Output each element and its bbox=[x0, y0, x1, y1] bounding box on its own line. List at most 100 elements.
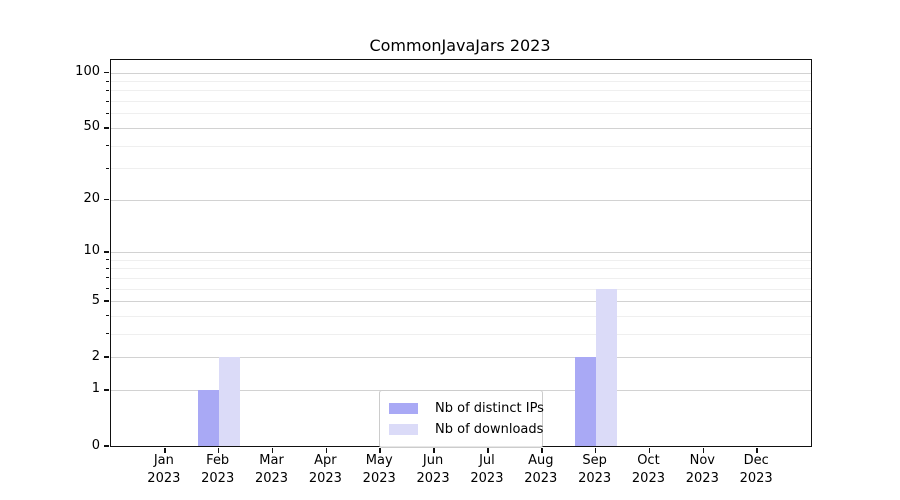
gridline-major bbox=[111, 199, 811, 201]
gridline-minor bbox=[111, 268, 811, 270]
legend: Nb of distinct IPs Nb of downloads bbox=[379, 390, 544, 448]
x-tick-mark bbox=[756, 447, 758, 453]
y-tick-minor bbox=[106, 259, 110, 261]
y-axis-tick-label: 0 bbox=[91, 437, 100, 453]
y-tick-minor bbox=[106, 80, 110, 82]
x-axis-tick-label: Jan 2023 bbox=[147, 452, 180, 488]
gridline-minor bbox=[111, 113, 811, 115]
gridline-minor bbox=[111, 259, 811, 261]
x-label-year: 2023 bbox=[578, 471, 612, 486]
y-tick-mark bbox=[104, 389, 110, 391]
x-axis-tick-label: Dec 2023 bbox=[740, 452, 773, 488]
x-axis-labels: Jan 2023 Feb 2023 Mar 2023 Apr 2023 May 2023 Jun 20… bbox=[110, 452, 810, 492]
x-axis-tick-label: Sep 2023 bbox=[578, 452, 611, 488]
y-tick-minor bbox=[106, 167, 110, 169]
y-axis-labels: 0 1 2 5 10 20 50 100 bbox=[0, 59, 100, 451]
legend-label-downloads: Nb of downloads bbox=[435, 422, 544, 437]
x-label-month: Apr bbox=[314, 453, 337, 468]
x-tick-mark bbox=[325, 447, 328, 453]
x-label-year: 2023 bbox=[524, 471, 558, 486]
plot-area: Nb of distinct IPs Nb of downloads bbox=[104, 59, 812, 453]
x-tick-mark bbox=[540, 447, 543, 453]
x-label-month: Aug bbox=[528, 453, 554, 468]
x-axis-tick-label: Oct 2023 bbox=[632, 452, 665, 488]
y-tick-minor bbox=[106, 288, 110, 290]
y-tick-minor bbox=[106, 112, 110, 114]
x-label-year: 2023 bbox=[254, 471, 289, 486]
gridline-minor bbox=[111, 288, 811, 290]
y-axis-tick-label: 20 bbox=[83, 191, 100, 207]
legend-swatch-distinct-ips bbox=[389, 403, 418, 414]
x-tick-mark bbox=[648, 447, 651, 453]
y-axis-tick-label: 50 bbox=[83, 119, 100, 135]
y-tick-minor bbox=[106, 277, 110, 279]
x-axis-tick-label: Jul 2023 bbox=[470, 452, 503, 488]
x-label-year: 2023 bbox=[147, 471, 181, 486]
gridline-minor bbox=[111, 333, 811, 335]
y-axis-tick-label: 5 bbox=[91, 292, 100, 308]
x-label-year: 2023 bbox=[470, 471, 504, 486]
x-tick-mark bbox=[271, 447, 274, 453]
x-label-month: Jan bbox=[153, 453, 174, 468]
x-label-year: 2023 bbox=[362, 471, 396, 486]
y-axis-tick-label: 10 bbox=[83, 243, 100, 259]
x-label-year: 2023 bbox=[201, 471, 235, 486]
y-tick-minor bbox=[106, 333, 110, 335]
gridline-major bbox=[111, 72, 811, 74]
x-axis-tick-label: May 2023 bbox=[363, 452, 396, 488]
x-tick-mark bbox=[702, 447, 705, 453]
x-label-month: Jun bbox=[422, 453, 444, 468]
gridline-minor bbox=[111, 101, 811, 103]
y-tick-minor bbox=[106, 315, 110, 317]
x-label-month: Dec bbox=[743, 453, 769, 468]
y-tick-mark bbox=[104, 127, 110, 129]
x-tick-mark bbox=[433, 447, 435, 453]
gridline-minor bbox=[111, 277, 811, 279]
gridline-major bbox=[111, 251, 811, 253]
gridline-minor bbox=[111, 145, 811, 147]
x-axis-tick-label: Jun 2023 bbox=[417, 452, 450, 488]
x-axis-tick-label: Nov 2023 bbox=[686, 452, 719, 488]
x-tick-mark bbox=[164, 447, 166, 453]
y-axis-tick-label: 2 bbox=[91, 348, 100, 364]
x-tick-mark bbox=[594, 447, 597, 453]
x-label-month: Feb bbox=[206, 453, 230, 468]
x-label-year: 2023 bbox=[416, 471, 450, 486]
y-axis-tick-label: 100 bbox=[75, 64, 100, 80]
x-tick-mark bbox=[379, 447, 382, 453]
y-tick-minor bbox=[106, 89, 110, 91]
x-label-month: Sep bbox=[582, 453, 607, 468]
y-tick-minor bbox=[106, 145, 110, 147]
x-label-year: 2023 bbox=[685, 471, 719, 486]
x-label-month: May bbox=[365, 453, 393, 468]
gridline-minor bbox=[111, 315, 811, 317]
y-tick-mark bbox=[104, 300, 110, 302]
bar-distinct-ips bbox=[197, 389, 219, 446]
x-tick-mark bbox=[487, 447, 489, 453]
x-axis-tick-label: Feb 2023 bbox=[201, 452, 234, 488]
gridline-minor bbox=[111, 168, 811, 170]
x-axis-tick-label: Mar 2023 bbox=[255, 452, 288, 488]
x-label-year: 2023 bbox=[631, 471, 665, 486]
bar-downloads bbox=[595, 288, 617, 446]
gridline-minor bbox=[111, 81, 811, 83]
gridline-major bbox=[111, 301, 811, 303]
x-label-month: Oct bbox=[637, 453, 660, 468]
legend-item-downloads: Nb of downloads bbox=[389, 419, 543, 440]
x-label-month: Nov bbox=[689, 453, 715, 468]
legend-swatch-downloads bbox=[389, 424, 418, 435]
y-tick-mark bbox=[104, 356, 110, 358]
y-tick-mark bbox=[104, 71, 110, 74]
gridline-minor bbox=[111, 90, 811, 92]
legend-label-distinct-ips: Nb of distinct IPs bbox=[435, 401, 544, 416]
x-tick-mark bbox=[217, 447, 220, 453]
y-tick-mark bbox=[104, 251, 110, 253]
y-tick-minor bbox=[106, 100, 110, 102]
x-label-year: 2023 bbox=[739, 471, 773, 486]
y-tick-mark bbox=[104, 445, 110, 447]
x-axis-tick-label: Apr 2023 bbox=[309, 452, 342, 488]
x-axis-tick-label: Aug 2023 bbox=[524, 452, 557, 488]
bar-distinct-ips bbox=[574, 357, 596, 446]
x-label-month: Jul bbox=[479, 453, 495, 468]
